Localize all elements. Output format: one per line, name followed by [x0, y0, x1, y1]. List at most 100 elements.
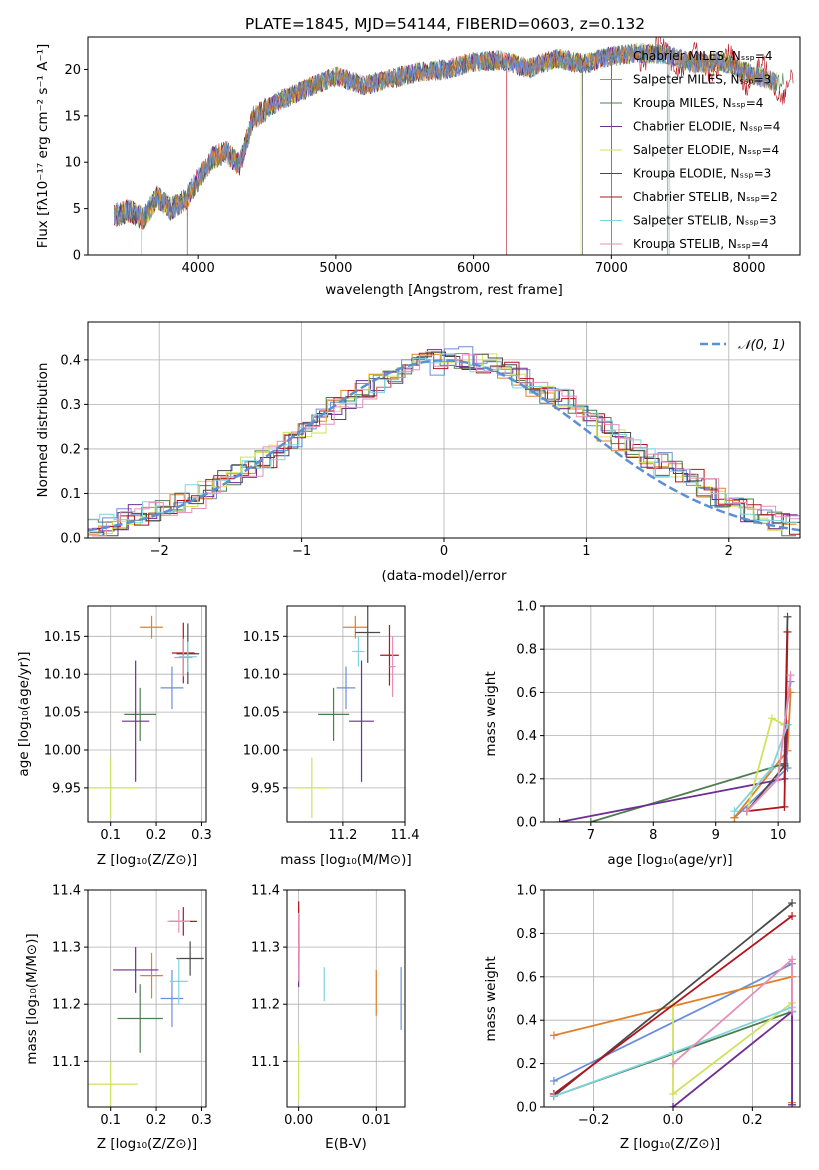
legend-label: Chabrier MILES, Nₛₛₚ=4 [633, 49, 773, 63]
y-tick-label: 5 [73, 202, 81, 217]
x-tick-label: 0.1 [100, 1113, 121, 1128]
y-tick-label: 10.05 [44, 706, 81, 721]
x-tick-label: 0.1 [100, 828, 121, 843]
histogram-series-8 [92, 354, 800, 537]
y-tick-label: 9.95 [251, 781, 280, 796]
y-tick-label: 0.1 [60, 487, 81, 502]
x-tick-label: 0.0 [663, 1113, 684, 1128]
p3-xlabel: Z [log₁₀(Z/Z⊙)] [97, 852, 197, 868]
axes-frame [286, 889, 406, 1108]
panel1-title: PLATE=1845, MJD=54144, FIBERID=0603, z=0… [245, 15, 645, 33]
gaussian-curve [88, 359, 800, 532]
x-tick-label: 7000 [595, 261, 628, 276]
errorbar-group [88, 615, 200, 819]
x-tick-label: 2 [725, 544, 733, 559]
panel1-ylabel: Flux [fλ10⁻¹⁷ erg cm⁻² s⁻¹ A⁻¹] [35, 44, 51, 249]
x-tick-label: 4000 [182, 261, 215, 276]
x-tick-label: 9 [712, 828, 720, 843]
weight-series-3 [672, 1009, 793, 1107]
x-tick-label: 0.3 [191, 1113, 212, 1128]
p6-ylabel: mass [log₁₀(M/M⊙)] [24, 933, 40, 1064]
y-tick-label: 20 [64, 63, 81, 78]
x-tick-label: 0.01 [362, 1113, 391, 1128]
p5-xlabel: age [log₁₀(age/yr)] [607, 852, 732, 868]
weight-vs-age-axes: 7 8 9 10 0.0 0.2 0.4 0.6 0.8 1.0 [516, 600, 801, 843]
panel1-xlabel: wavelength [Angstrom, rest frame] [325, 282, 563, 298]
legend-label: 𝒩(0, 1) [738, 338, 785, 353]
mass-vs-metallicity-axes: 0.1 0.2 0.3 11.1 11.2 11.3 11.4 [52, 884, 212, 1129]
y-tick-label: 0.0 [516, 1101, 537, 1116]
age-vs-mass-axes: 11.2 11.4 9.95 10.00 10.05 10.10 10.15 [243, 605, 420, 843]
legend-label: Chabrier STELIB, Nₛₛₚ=2 [633, 190, 778, 204]
y-tick-label: 0.8 [516, 927, 537, 942]
p8-ylabel: mass weight [483, 956, 499, 1041]
spectrum-series-0 [113, 43, 777, 227]
weight-group [555, 612, 795, 822]
y-tick-label: 10.15 [243, 630, 280, 645]
x-tick-label: 6000 [457, 261, 490, 276]
x-tick-label: −1 [292, 544, 311, 559]
legend-label: Kroupa MILES, Nₛₛₚ=4 [633, 96, 763, 110]
y-tick-label: 11.4 [52, 884, 81, 899]
x-tick-label: 5000 [319, 261, 352, 276]
y-tick-label: 10.10 [44, 668, 81, 683]
weight-group [549, 899, 797, 1107]
residual-histogram-axes: −2 −1 0 1 2 0.0 0.1 0.2 0.3 0.4 𝒩(0, 1) [60, 321, 801, 559]
x-tick-label: 0.00 [284, 1113, 313, 1128]
y-tick-label: 0.4 [516, 729, 537, 744]
axes-frame [87, 321, 801, 539]
axes-frame [543, 889, 801, 1108]
y-tick-label: 10 [64, 156, 81, 171]
panel2-ylabel: Normed distribution [35, 363, 51, 498]
weight-series-6 [553, 915, 793, 1095]
p6-xlabel: Z [log₁₀(Z/Z⊙)] [97, 1136, 197, 1152]
axes-frame [87, 36, 801, 256]
y-tick-label: 0.3 [60, 398, 81, 413]
histogram-series-1 [88, 353, 797, 535]
axes-frame [87, 889, 207, 1108]
y-tick-label: 0.4 [60, 353, 81, 368]
errorbar-group [296, 606, 399, 819]
y-tick-label: 0 [73, 249, 81, 264]
histogram-series-2 [88, 351, 797, 537]
axes-frame [543, 605, 801, 823]
axes-frame [87, 605, 207, 823]
x-tick-label: 11.2 [328, 828, 357, 843]
x-tick-label: −0.2 [578, 1113, 610, 1128]
x-tick-label: 10 [770, 828, 787, 843]
x-tick-label: 0.2 [742, 1113, 763, 1128]
y-tick-label: 0.6 [516, 686, 537, 701]
y-tick-label: 0.2 [60, 442, 81, 457]
p7-xlabel: E(B-V) [325, 1136, 367, 1152]
x-tick-label: 7 [587, 828, 595, 843]
histogram-group [88, 346, 800, 537]
y-tick-label: 0.2 [516, 1057, 537, 1072]
x-tick-label: 1 [582, 544, 590, 559]
y-tick-label: 11.2 [251, 998, 280, 1013]
y-tick-label: 10.10 [243, 668, 280, 683]
errorbar-group [298, 901, 402, 1102]
x-tick-label: 8 [649, 828, 657, 843]
errorbar-group [88, 907, 204, 1107]
x-tick-label: 8000 [732, 261, 765, 276]
x-tick-label: −2 [150, 544, 169, 559]
p8-xlabel: Z [log₁₀(Z/Z⊙)] [620, 1136, 720, 1152]
y-tick-label: 0.6 [516, 970, 537, 985]
y-tick-label: 11.3 [52, 941, 81, 956]
histogram-series-6 [91, 352, 800, 535]
y-tick-label: 0.4 [516, 1014, 537, 1029]
y-tick-label: 10.00 [243, 744, 280, 759]
x-tick-label: 11.4 [391, 828, 420, 843]
panel2-xlabel: (data-model)/error [381, 568, 507, 584]
p4-xlabel: mass [log₁₀(M/M⊙)] [280, 852, 411, 868]
y-tick-label: 1.0 [516, 600, 537, 615]
histogram-series-4 [88, 351, 796, 536]
age-vs-metallicity-axes: 0.1 0.2 0.3 9.95 10.00 10.05 10.10 10.15 [44, 605, 212, 843]
x-tick-label: 0.3 [191, 828, 212, 843]
weight-vs-metallicity-axes: −0.2 0.0 0.2 0.0 0.2 0.4 0.6 0.8 1.0 [516, 884, 801, 1128]
y-tick-label: 11.2 [52, 998, 81, 1013]
x-tick-label: 0.2 [146, 1113, 167, 1128]
spectra-group [113, 37, 794, 255]
mass-vs-extinction-axes: 0.00 0.01 11.1 11.2 11.3 11.4 [251, 884, 406, 1128]
